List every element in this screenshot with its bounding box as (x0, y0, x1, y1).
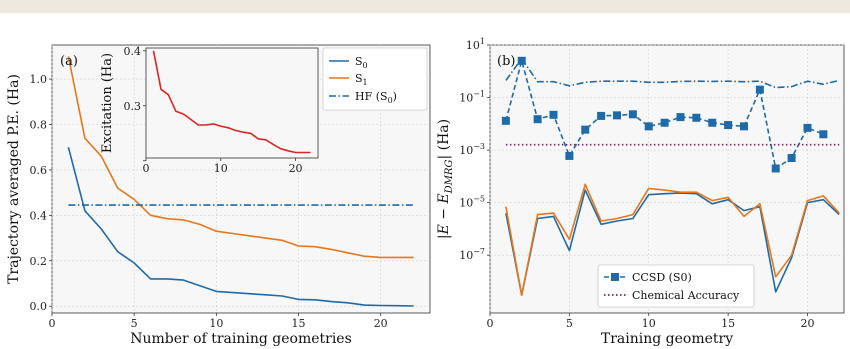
panel-b-ccsd-marker (771, 164, 780, 173)
panel-a-x-tick-label: 5 (131, 317, 138, 330)
panel-b-ccsd-marker (517, 56, 526, 65)
panel-b-ticks: 0 5 10 15 20 10−7 10−5 10−3 10−1 101 (459, 37, 814, 330)
panel-a-x-tick-label: 20 (374, 317, 388, 330)
panel-b-ccsd-marker (644, 122, 653, 131)
panel-b-ccsd-marker (755, 85, 764, 94)
panel-b-y-tick-label: 10−1 (459, 90, 485, 105)
panel-b-x-tick-label: 5 (566, 317, 573, 330)
panel-a-y-tick-label: 1.0 (30, 73, 48, 86)
inset-x-tick-label: 0 (143, 162, 150, 175)
panel-b-y-tick-label: 10−7 (459, 247, 485, 262)
panel-b-ccsd-marker (739, 122, 748, 131)
panel-b-ccsd-marker (724, 121, 733, 130)
panel-a-y-axis-label: Trajectory averaged P.E. (Ha) (6, 74, 22, 284)
panel-a-y-tick-label: 0.2 (30, 255, 48, 268)
panel-b-series-line-4 (505, 183, 840, 297)
panel-b-ccsd-marker (501, 116, 510, 125)
panel-a-legend-box (322, 47, 428, 111)
panel-b-ccsd-marker (628, 110, 637, 119)
panel-a-x-tick-label: 10 (209, 317, 223, 330)
panel-a-lines (67, 56, 414, 307)
panel-b-ccsd-marker (533, 115, 542, 124)
inset-lines (152, 50, 311, 154)
panel-b-legend: CCSD (S0) Chemical Accuracy (597, 264, 755, 308)
panel-a-x-axis-label: Number of training geometries (130, 331, 352, 347)
panel-a-y-tick-label: 0.0 (30, 300, 48, 313)
panel-b-ccsd-marker (581, 125, 590, 134)
legend-marker-ccsd (611, 273, 619, 281)
legend-label-chemical-accuracy: Chemical Accuracy (632, 289, 740, 302)
panel-a-label: (a) (60, 54, 78, 69)
panel-a: 0 5 10 15 20 0.0 0.2 0.4 0.6 0.8 1.0 (a) Number of… (6, 44, 431, 347)
inset-x-tick-label: 20 (289, 162, 303, 175)
inset-y-axis-label: Excitation (Ha) (100, 53, 115, 153)
inset-y-tick-label: 0.3 (124, 100, 142, 113)
inset-chart: 0 10 20 0.3 0.4 Excitation (Ha) (100, 45, 319, 175)
panel-a-x-tick-label: 0 (49, 317, 56, 330)
legend-label-ccsd: CCSD (S0) (632, 271, 692, 284)
panel-b-legend-box (597, 264, 755, 308)
panel-a-ticks: 0 5 10 15 20 0.0 0.2 0.4 0.6 0.8 1.0 (30, 73, 388, 330)
panel-b-y-axis-label: |E − EDMRG| (Ha) (436, 119, 455, 239)
panel-b-series-line-3 (505, 189, 840, 297)
panel-b-ccsd-marker (676, 113, 685, 122)
legend-label-hf: HF (S0) (355, 90, 397, 105)
panel-b-x-tick-label: 20 (800, 317, 814, 330)
panel-b-ccsd-marker (708, 118, 717, 127)
panel-b-x-tick-label: 15 (721, 317, 735, 330)
panel-b-y-tick-label: 10−5 (459, 195, 485, 210)
inset-ticks: 0 10 20 0.3 0.4 (124, 45, 303, 175)
panel-a-series-line-0 (67, 146, 414, 307)
panel-b-x-axis-label: Training geometry (601, 331, 733, 347)
panel-b-ccsd-marker (692, 113, 701, 122)
inset-plot-area (145, 47, 319, 159)
panel-b-x-tick-label: 10 (642, 317, 656, 330)
top-banner-strip (0, 0, 850, 13)
panel-b-ccsd-marker (803, 123, 812, 132)
panel-b-x-tick-label: 0 (487, 317, 494, 330)
panel-b-ccsd-marker (549, 110, 558, 119)
panel-b-lines (501, 56, 840, 297)
legend-label-s1: S1 (355, 72, 368, 87)
panel-b-series-line-0 (505, 59, 824, 170)
legend-label-s0: S0 (355, 55, 368, 70)
panel-a-x-tick-label: 15 (292, 317, 306, 330)
panel-b-label: (b) (497, 54, 515, 69)
panel-b-ccsd-marker (787, 154, 796, 163)
panel-b-ccsd-marker (597, 111, 606, 120)
panel-b-ccsd-marker (612, 111, 621, 120)
inset-x-tick-label: 10 (214, 162, 228, 175)
panel-a-y-tick-label: 0.4 (30, 209, 48, 222)
inset-y-tick-label: 0.4 (124, 45, 142, 58)
panel-a-series-line-1 (67, 56, 414, 259)
panel-b-y-tick-label: 10−3 (459, 142, 485, 157)
panel-a-y-tick-label: 0.6 (30, 164, 48, 177)
panel-b: 0 5 10 15 20 10−7 10−5 10−3 10−1 101 (b) Training… (436, 37, 845, 347)
panel-b-ccsd-marker (660, 118, 669, 127)
inset-series-line-0 (152, 50, 311, 154)
panel-b-y-tick-label: 101 (466, 37, 485, 52)
panel-a-legend: S0 S1 HF (S0) (322, 47, 428, 111)
panel-a-y-tick-label: 0.8 (30, 118, 48, 131)
panel-b-ccsd-marker (819, 130, 828, 139)
panel-b-series-line-2 (505, 57, 840, 89)
panel-b-ccsd-marker (565, 151, 574, 160)
panel-b-grid (489, 44, 844, 313)
